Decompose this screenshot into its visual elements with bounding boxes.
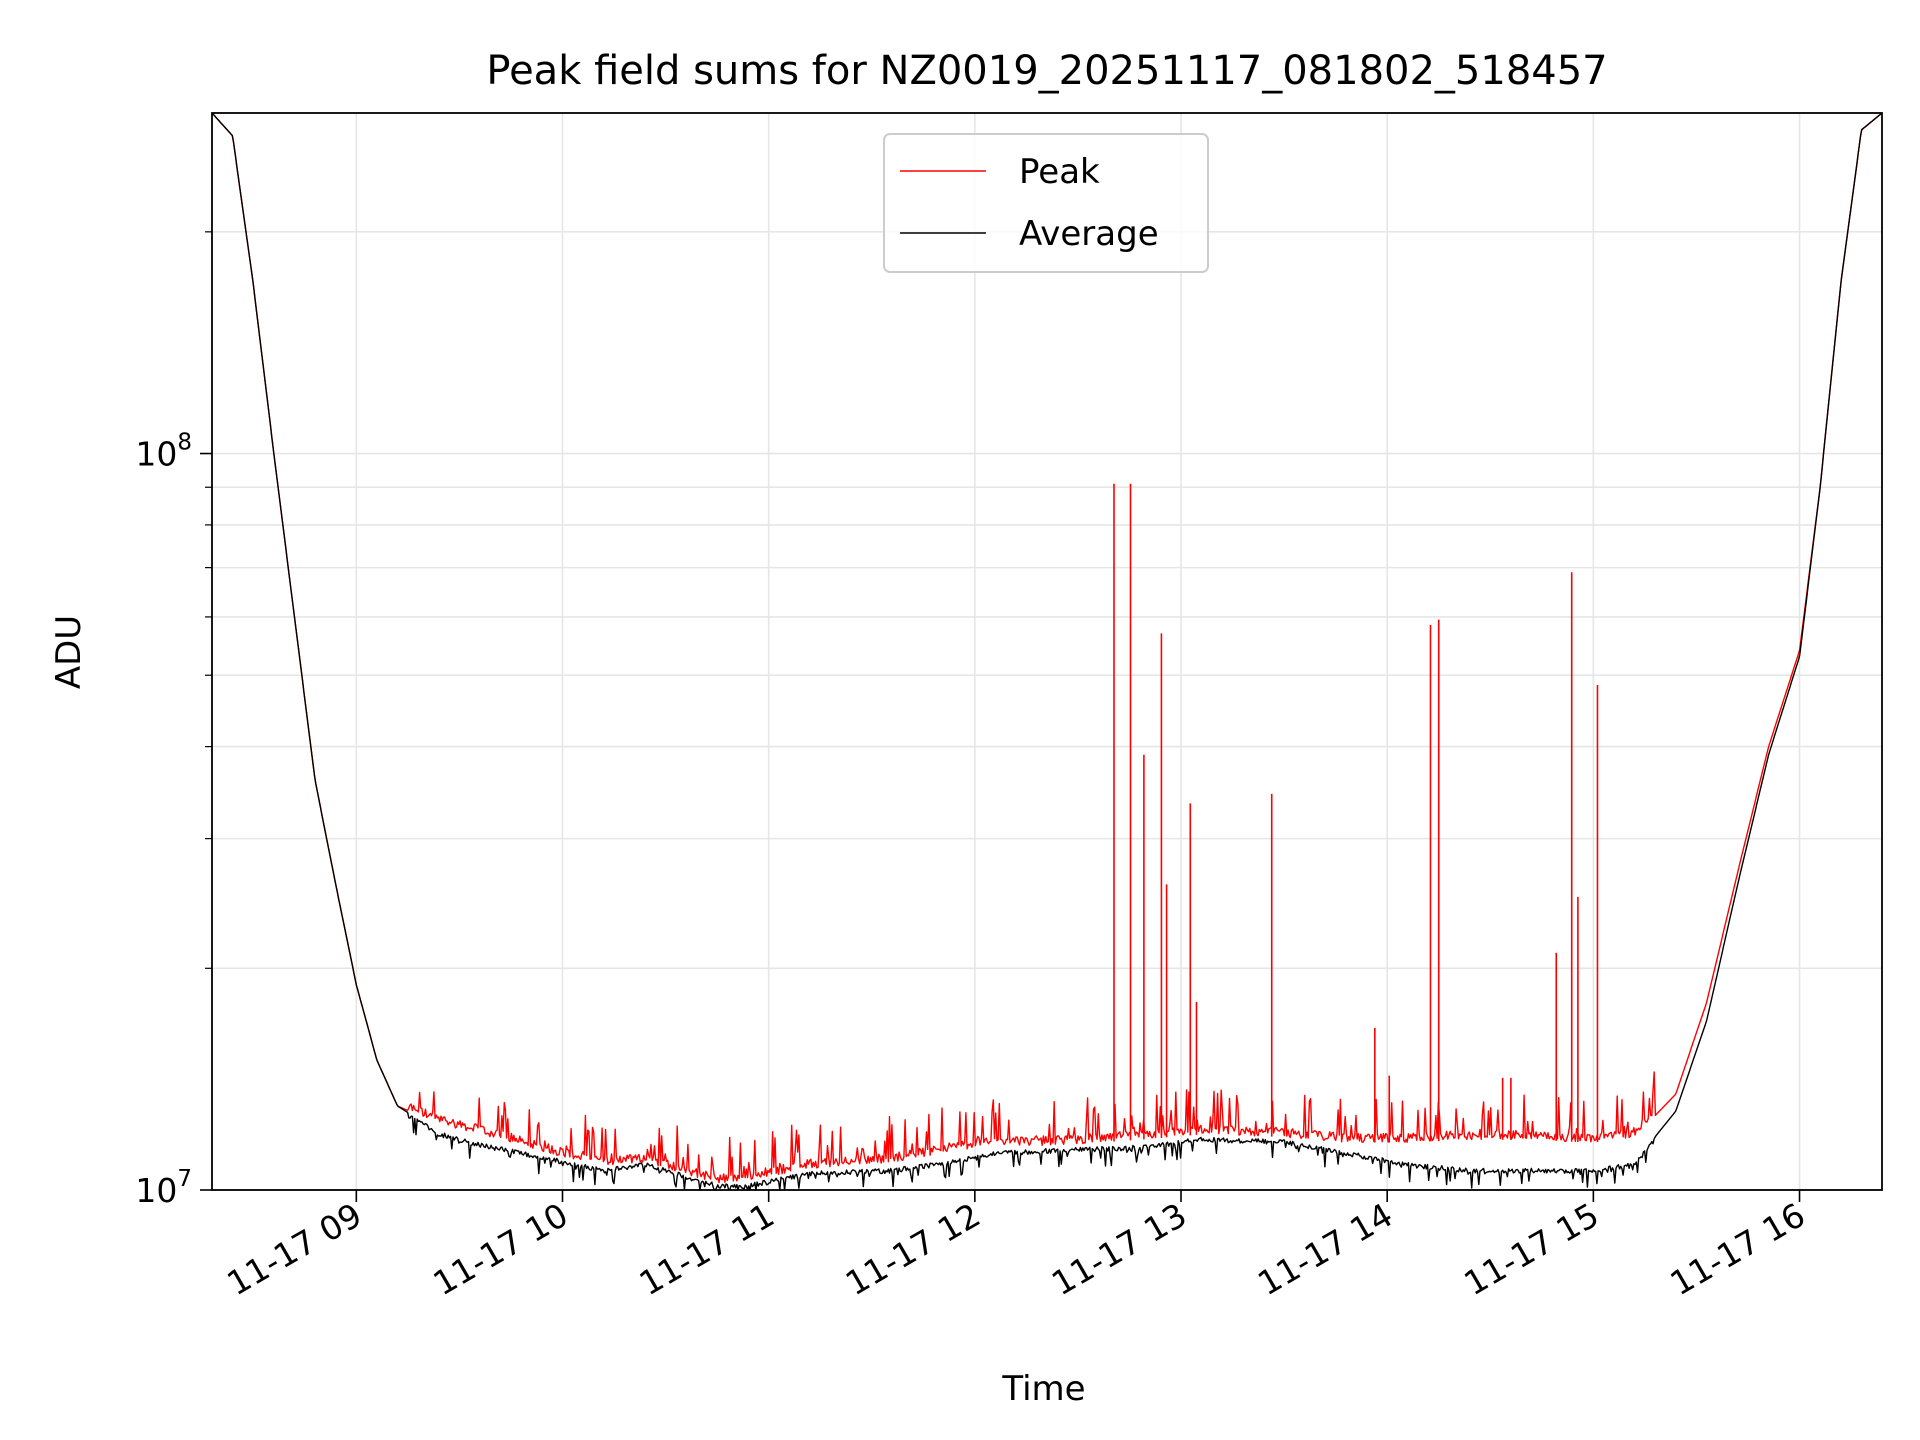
legend-peak-label: Peak: [1019, 152, 1100, 192]
chart-title: Peak field sums for NZ0019_20251117_0818…: [486, 48, 1607, 94]
legend-box: [883, 133, 1209, 273]
legend: Peak Average: [883, 133, 1209, 273]
axes-frame: [211, 112, 1883, 1191]
plot-area: [211, 112, 1883, 1191]
series-average-line: [211, 112, 1883, 1191]
y-axis-label: ADU: [49, 615, 89, 689]
legend-average-label: Average: [1019, 214, 1159, 254]
series-peak-line: [211, 112, 1883, 1184]
y-tick-label: 108: [135, 430, 192, 474]
x-axis-label: Time: [1001, 1369, 1085, 1409]
y-tick-label: 107: [135, 1166, 192, 1210]
